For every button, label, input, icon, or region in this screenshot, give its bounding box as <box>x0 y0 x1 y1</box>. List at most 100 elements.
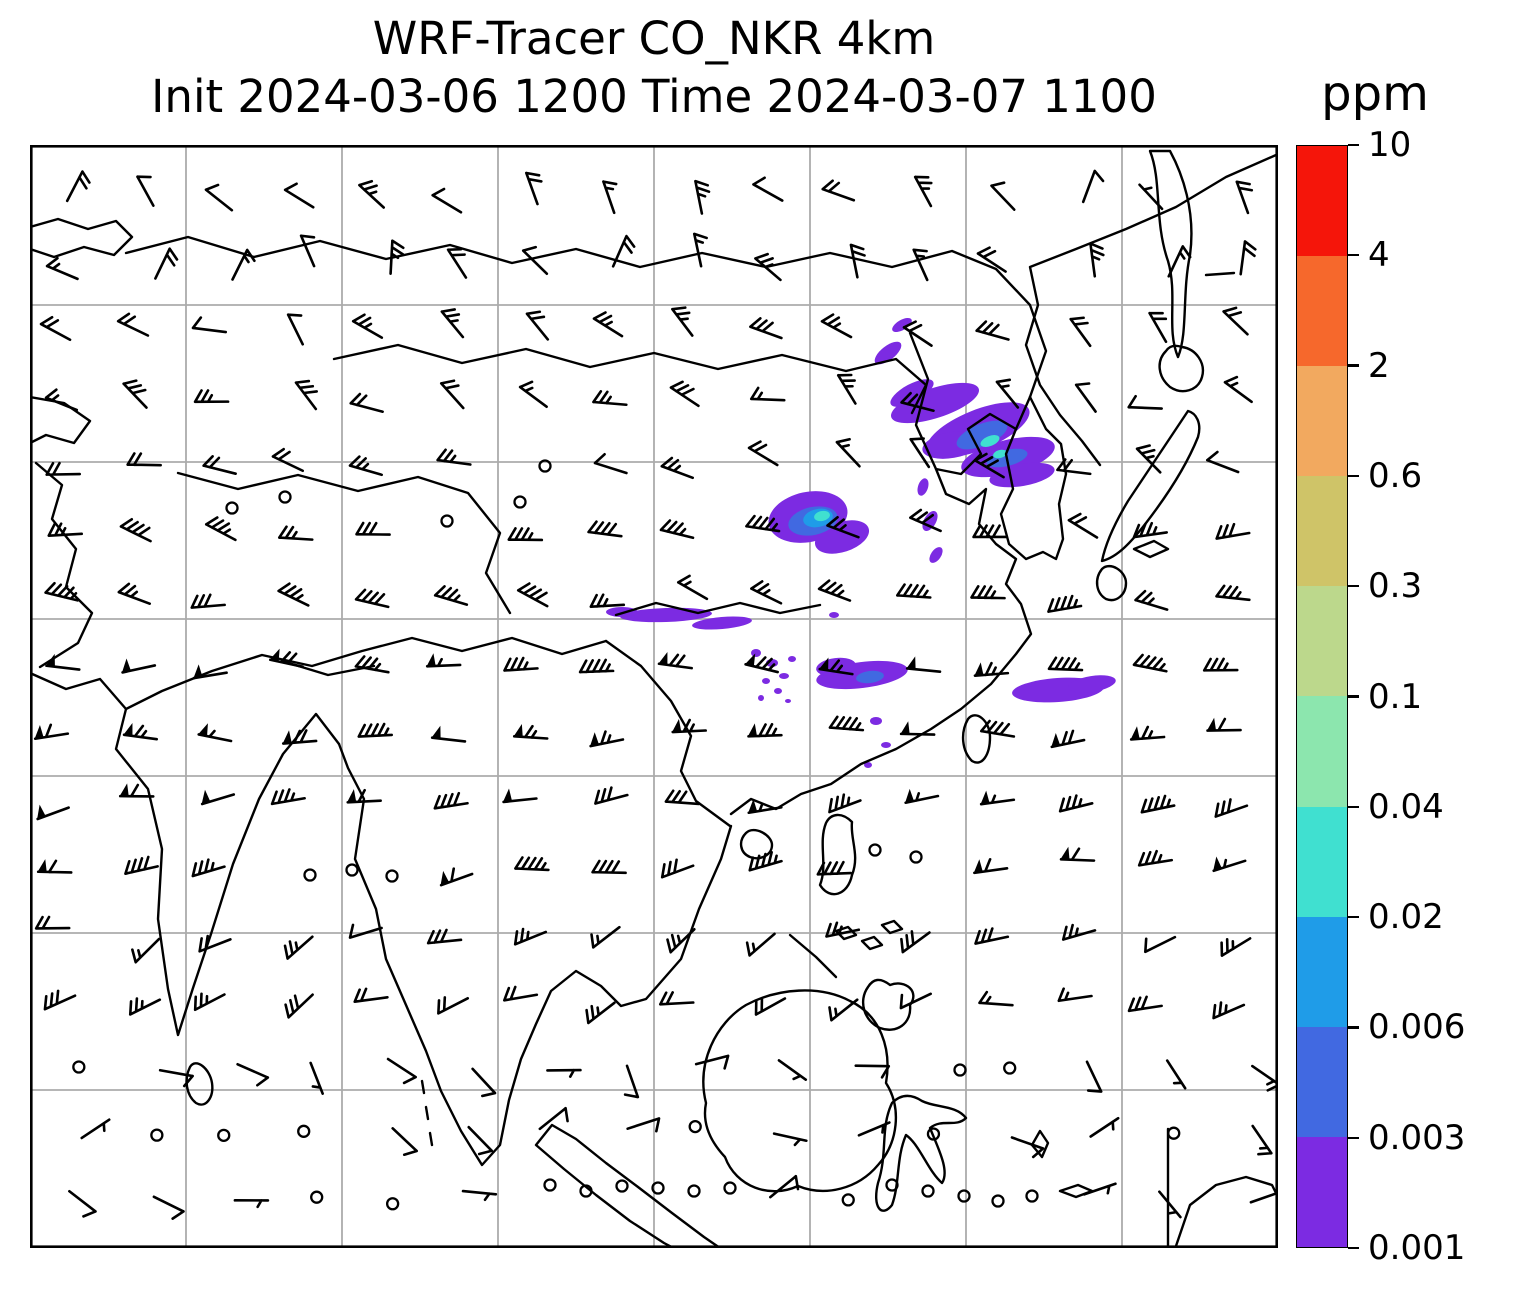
colorbar: 10 4 2 0.6 0.3 0.1 0.04 0.02 0.006 0.003 0.001 <box>1296 125 1528 1268</box>
wind-barb <box>1067 512 1099 539</box>
colorbar-segment <box>1297 806 1347 917</box>
colorbar-tick-mark <box>1348 254 1359 257</box>
colorbar-tick-label: 10 <box>1368 125 1412 165</box>
wind-barb <box>660 456 695 480</box>
coastline-path <box>1204 271 1236 277</box>
wind-barb <box>118 783 155 798</box>
coastline-path <box>702 989 898 1193</box>
coastline-path <box>614 601 822 617</box>
calm-wind-circle <box>543 1178 557 1192</box>
wind-barb <box>117 582 152 606</box>
wind-barb <box>126 452 162 467</box>
colorbar-tick-mark <box>1348 695 1359 698</box>
coastline-path <box>332 343 928 415</box>
wind-barb <box>1047 594 1083 613</box>
wind-barb <box>512 724 549 740</box>
wind-barb <box>354 588 390 609</box>
wind-barb <box>283 182 315 209</box>
coastline-path <box>1024 153 1278 467</box>
wind-barb <box>835 437 861 468</box>
wind-barb <box>514 856 550 872</box>
wind-barb <box>507 527 544 542</box>
wind-barb <box>236 1062 270 1087</box>
wind-barb <box>200 789 236 806</box>
plot-title-line2: Init 2024-03-06 1200 Time 2024-03-07 110… <box>151 69 1157 123</box>
tracer-plume-blob <box>779 673 789 679</box>
wind-barb <box>975 320 1010 341</box>
coastline-path <box>337 742 733 1167</box>
wind-barb <box>900 930 931 954</box>
wind-barb <box>525 171 543 206</box>
wind-barb <box>44 388 79 412</box>
wind-barb <box>299 234 316 268</box>
wind-barb <box>1010 1136 1045 1159</box>
calm-wind-circle <box>440 514 454 528</box>
coastline-path <box>604 639 732 828</box>
wind-barb <box>1058 794 1094 813</box>
wind-barb <box>978 990 1014 1007</box>
wind-barb <box>122 723 159 741</box>
colorbar-tick-label: 0.02 <box>1368 897 1444 938</box>
wind-barb <box>1144 935 1177 954</box>
wind-barb <box>657 651 693 670</box>
coastline-path <box>1058 1183 1094 1199</box>
wind-barb <box>270 788 306 806</box>
wind-barb <box>351 313 384 339</box>
colorbar-tick-label: 0.3 <box>1368 566 1423 607</box>
wind-barb <box>281 729 318 745</box>
wind-barb <box>1074 382 1097 413</box>
coastline-path <box>176 471 512 615</box>
tracer-plume-blob <box>956 420 1008 450</box>
wind-barb <box>119 517 152 543</box>
colorbar-segment <box>1297 696 1347 807</box>
plot-title-line1: WRF-Tracer CO_NKR 4km <box>372 12 936 65</box>
wind-barb <box>909 508 942 533</box>
wind-barb <box>1059 846 1096 862</box>
tracer-plume-blob <box>762 678 770 684</box>
wind-barb <box>1057 987 1093 1003</box>
colorbar-tick-label: 0.6 <box>1368 455 1423 496</box>
wind-barb <box>1158 1190 1182 1219</box>
wind-barb <box>589 593 626 609</box>
wind-barb <box>821 179 856 202</box>
wind-barb <box>591 859 627 875</box>
coastline-path <box>1158 344 1205 393</box>
wind-barb <box>348 455 383 477</box>
wind-barb <box>277 582 310 607</box>
map-area <box>30 145 1278 1248</box>
wind-barb <box>899 992 932 1010</box>
wind-barb <box>431 187 463 214</box>
calm-wind-circle <box>953 1063 967 1077</box>
wind-barb <box>436 448 472 466</box>
wind-barb <box>357 722 394 738</box>
plot-title: WRF-Tracer CO_NKR 4km Init 2024-03-06 12… <box>30 10 1278 125</box>
wind-barb <box>1132 653 1168 673</box>
wind-barb <box>1081 169 1105 204</box>
wind-barb <box>80 1118 111 1140</box>
wind-barb <box>658 991 695 1006</box>
colorbar-segment <box>1297 256 1347 367</box>
wind-barb <box>692 232 708 268</box>
wind-barb <box>747 799 783 815</box>
coastline-path <box>729 412 1033 816</box>
wind-barb <box>197 723 233 743</box>
wind-barb <box>1089 242 1105 278</box>
calm-wind-circle <box>651 1181 665 1195</box>
wind-barb <box>913 175 933 208</box>
colorbar-tick-mark <box>1348 915 1359 919</box>
calm-wind-circle <box>1025 1189 1039 1203</box>
wind-barb <box>1235 180 1254 215</box>
wind-barb <box>1085 1060 1103 1093</box>
wind-barb <box>979 790 1016 806</box>
wind-barb <box>269 648 304 668</box>
wind-barb <box>204 516 237 542</box>
wind-barb <box>754 252 782 282</box>
colorbar-tick-mark <box>1348 474 1359 478</box>
calm-wind-circle <box>297 1124 311 1138</box>
wind-barb <box>45 256 79 281</box>
calm-wind-circle <box>688 1119 702 1134</box>
colorbar-tick-mark <box>1348 585 1359 588</box>
wind-barb <box>192 664 228 680</box>
wind-barb <box>233 1199 270 1209</box>
